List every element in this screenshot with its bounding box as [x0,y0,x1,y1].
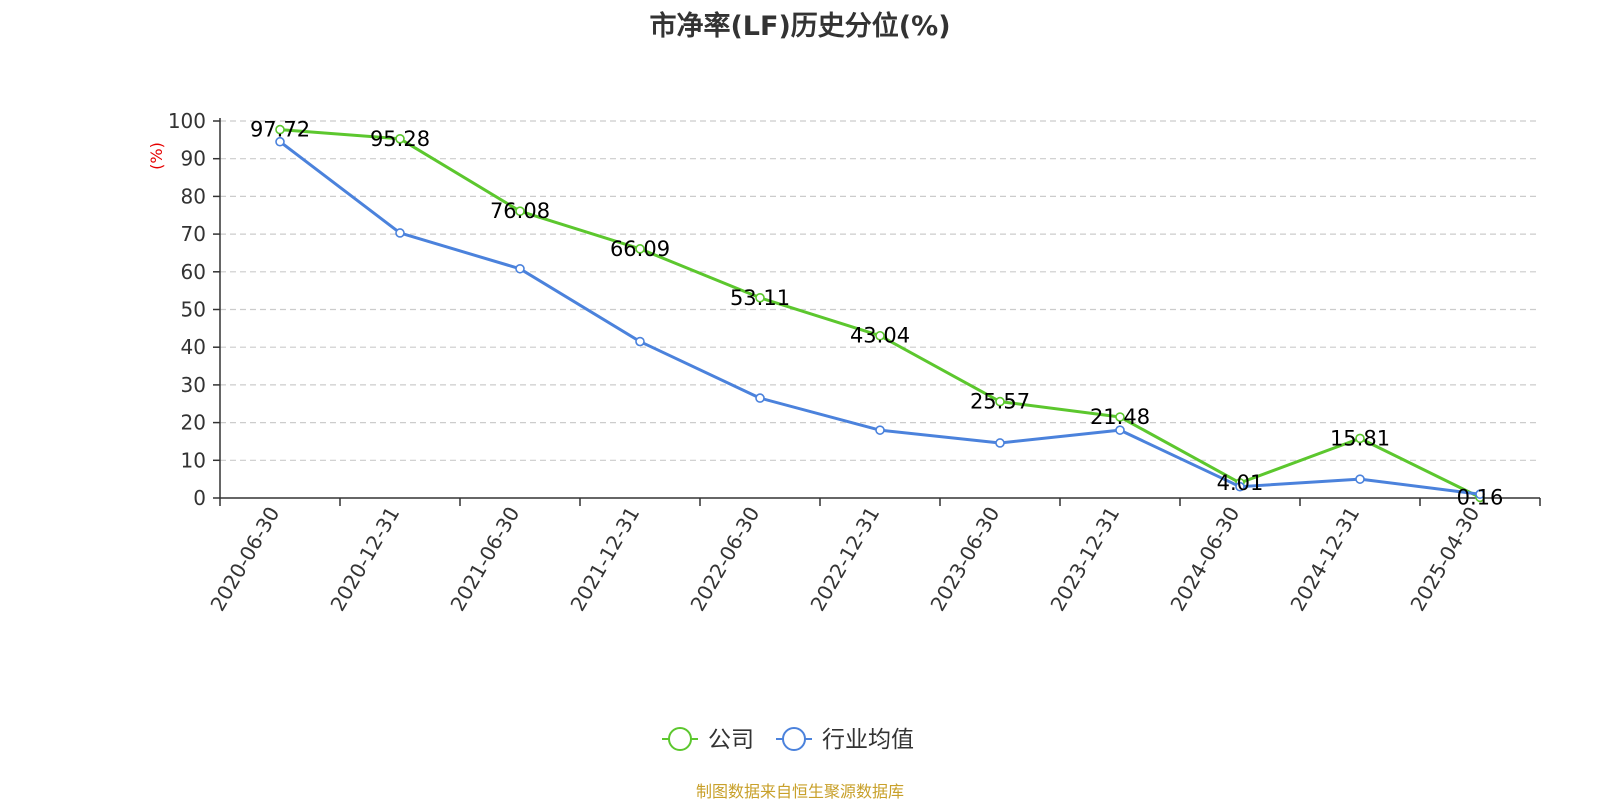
legend-item-0[interactable]: 公司 [662,727,754,753]
data-point[interactable] [995,438,1005,448]
data-point[interactable] [515,263,525,274]
series-line-1 [279,140,1481,496]
data-label: 95.28 [370,127,430,151]
data-point[interactable] [995,396,1005,407]
data-point[interactable] [635,336,645,347]
data-point[interactable] [875,330,885,341]
data-label: 21.48 [1090,405,1150,429]
data-label: 76.08 [490,199,550,223]
chart-title: 市净率(LF)历史分位(%) [649,11,951,42]
x-tick-label: 2020-06-30 [205,503,284,616]
data-point[interactable] [635,244,645,254]
data-label: 0.16 [1457,485,1504,509]
data-point[interactable] [275,136,285,147]
y-tick-label: 30 [181,373,206,397]
data-point[interactable] [875,425,885,435]
x-tick-label: 2020-12-31 [325,503,404,616]
data-point[interactable] [755,393,765,403]
y-tick-label: 100 [168,109,206,133]
data-point[interactable] [275,124,285,135]
data-point[interactable] [395,133,405,144]
y-tick-label: 60 [181,260,206,284]
data-label: 43.04 [850,324,910,348]
source-note: 制图数据来自恒生聚源数据库 [695,782,904,801]
data-point[interactable] [1235,481,1245,492]
y-tick-label: 10 [181,448,206,472]
data-label: 15.81 [1330,426,1390,450]
y-tick-label: 20 [181,411,206,435]
data-point[interactable] [1475,489,1485,500]
data-labels: 97.72 95.28 76.08 66.09 53.11 43.04 25.57 21.48… [250,118,1503,510]
legend[interactable]: 公司 行业均值 [662,727,914,753]
x-tick-label: 2021-12-31 [565,503,644,616]
data-label: 4.01 [1217,471,1264,495]
legend-marker [668,727,692,751]
data-label: 25.57 [970,390,1030,414]
x-tick-label: 2023-12-31 [1045,503,1124,616]
x-tick-label: 2024-06-30 [1165,503,1244,616]
data-point[interactable] [1355,433,1365,444]
legend-item-1[interactable]: 行业均值 [776,727,914,753]
data-point[interactable] [1355,474,1365,484]
data-label: 97.72 [250,118,310,142]
legend-label: 行业均值 [822,727,914,753]
y-axis-label: (%) [147,142,166,170]
y-tick-label: 0 [193,486,206,510]
axes: 0 10 20 30 40 50 60 70 80 90 100 2020-06-30 2020-12-… [168,109,1541,616]
data-label: 66.09 [610,237,670,261]
data-label: 53.11 [730,286,790,310]
data-point[interactable] [395,228,405,238]
legend-label: 公司 [708,727,754,753]
legend-marker [782,727,806,751]
y-tick-label: 40 [181,335,206,359]
series-line-0 [279,128,1481,499]
x-tick-label: 2021-06-30 [445,503,524,616]
y-tick-label: 70 [181,222,206,246]
x-tick-label: 2022-06-30 [685,503,764,616]
data-point[interactable] [755,292,765,303]
x-tick-label: 2023-06-30 [925,503,1004,616]
x-tick-label: 2024-12-31 [1285,503,1364,616]
gridlines [220,120,1540,461]
data-point[interactable] [515,206,525,216]
x-tick-label: 2022-12-31 [805,503,884,616]
y-tick-label: 50 [181,298,206,322]
y-tick-label: 90 [181,147,206,171]
series [275,124,1485,503]
data-point[interactable] [1115,412,1125,422]
x-tick-label: 2025-04-30 [1405,503,1484,616]
data-point[interactable] [1115,425,1125,435]
y-tick-label: 80 [181,184,206,208]
